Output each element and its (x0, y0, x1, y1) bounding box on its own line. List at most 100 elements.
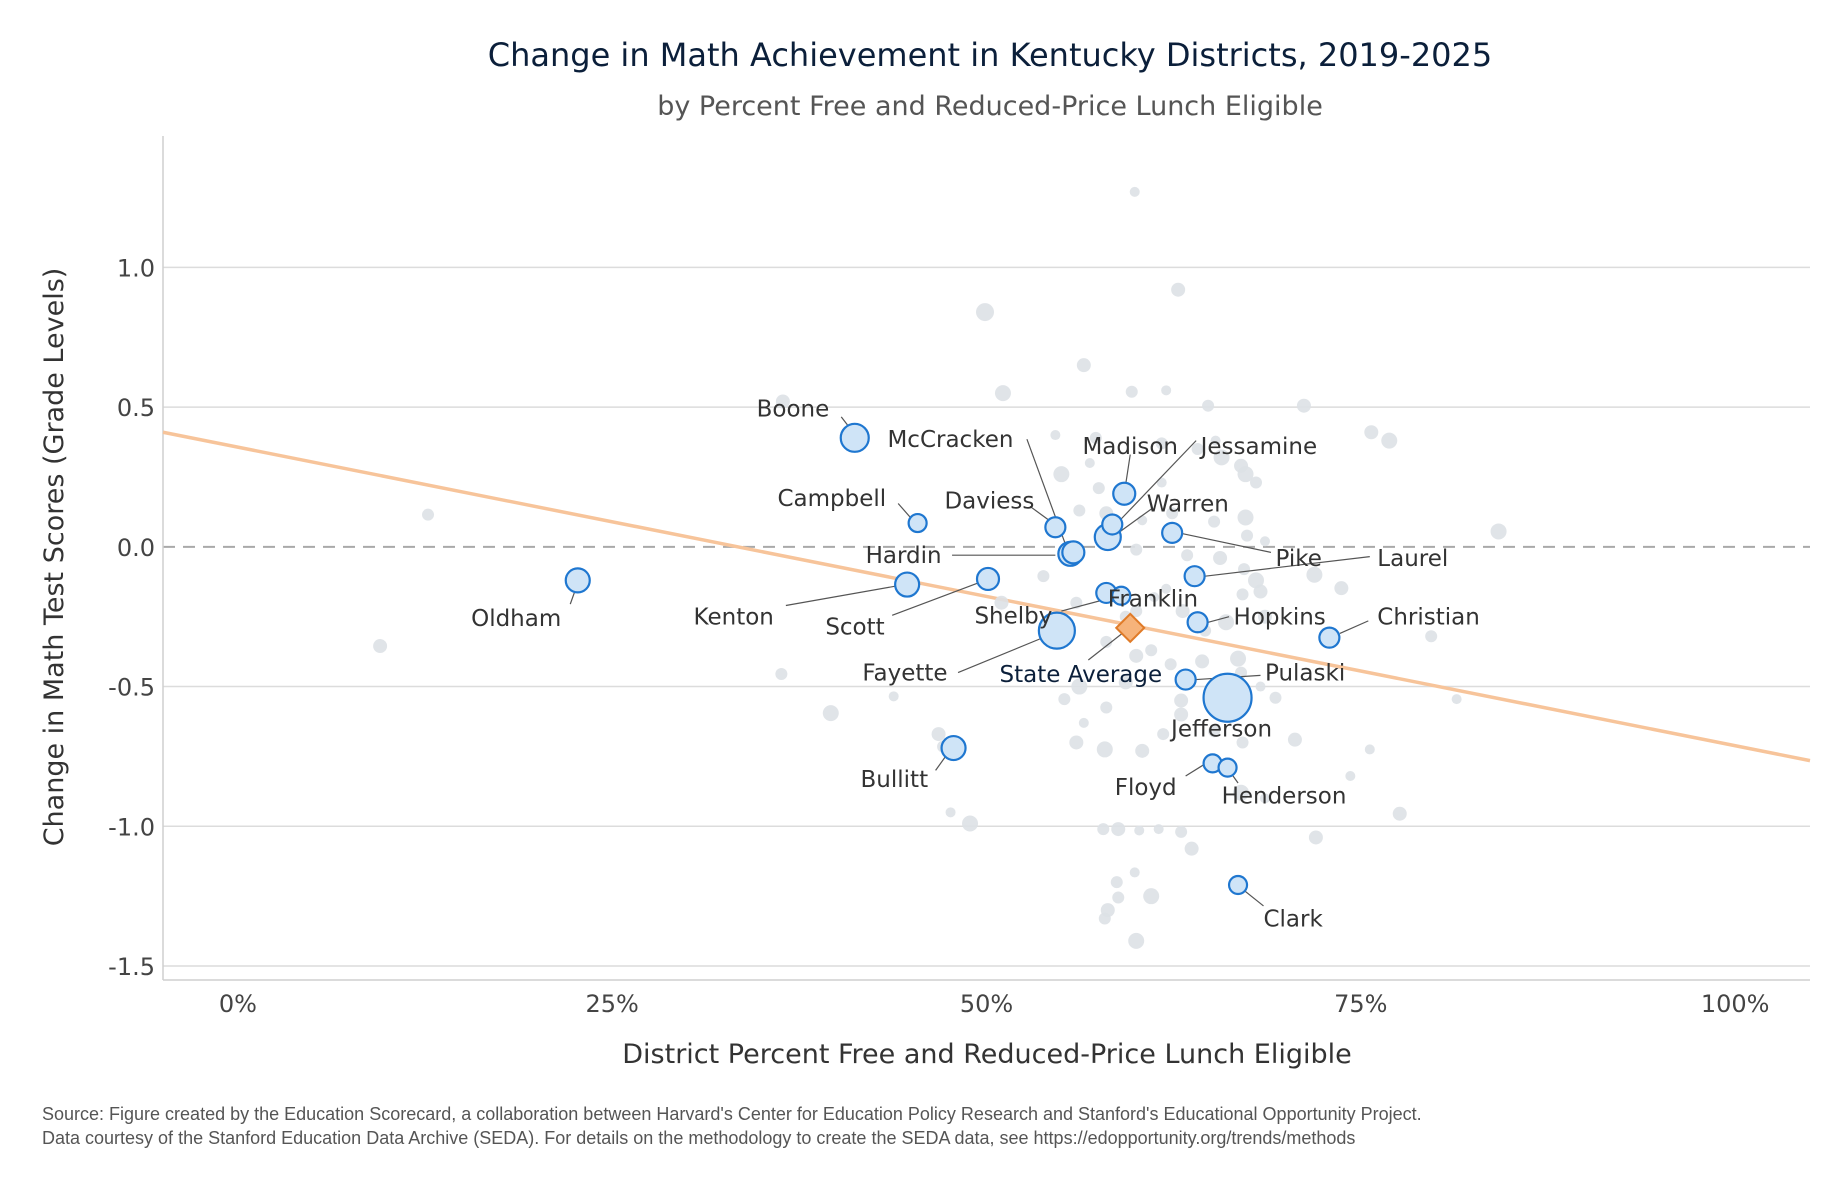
leader-line (1117, 508, 1152, 534)
y-axis-title: Change in Math Test Scores (Grade Levels… (39, 268, 70, 847)
leader-line (1125, 454, 1131, 485)
chart-title: Change in Math Achievement in Kentucky D… (488, 36, 1493, 74)
district-label: Christian (1377, 605, 1480, 631)
highlighted-district-point (940, 734, 967, 762)
district-point (1208, 725, 1221, 738)
district-point (1213, 551, 1228, 565)
x-tick-label: 25% (586, 990, 639, 1018)
district-point (1164, 658, 1177, 671)
y-tick-label: -0.5 (108, 674, 155, 702)
y-tick-label: 0.5 (117, 394, 155, 422)
district-point (1096, 741, 1113, 758)
highlighted-district-point (1044, 516, 1067, 539)
district-point (1175, 604, 1190, 619)
district-point (1364, 744, 1375, 755)
district-point (1073, 504, 1086, 517)
district-point (1241, 529, 1254, 542)
district-point (962, 815, 979, 832)
district-point (1130, 605, 1143, 618)
district-point (822, 705, 839, 722)
district-point (1084, 457, 1095, 468)
highlighted-district-point (1174, 668, 1197, 691)
district-label: Pike (1275, 546, 1321, 572)
district-label: Laurel (1377, 546, 1448, 572)
district-point (1237, 466, 1254, 483)
district-point (1236, 588, 1249, 601)
district-point (1153, 824, 1164, 835)
district-point (1125, 385, 1138, 398)
district-point (1134, 825, 1145, 836)
district-point (1098, 912, 1111, 925)
district-point (1174, 707, 1189, 722)
leader-line (1185, 764, 1204, 777)
district-point (888, 691, 899, 702)
x-tick-label: 75% (1334, 990, 1387, 1018)
district-point (1118, 675, 1133, 690)
y-tick-label: 0.0 (117, 534, 155, 562)
district-point (1155, 437, 1168, 450)
district-point (1161, 583, 1172, 594)
district-point (775, 394, 790, 409)
district-label: Scott (825, 614, 884, 640)
highlighted-district-point (1227, 874, 1249, 896)
district-point (1100, 635, 1113, 648)
leader-line (1029, 505, 1052, 523)
district-point (1208, 515, 1221, 528)
district-point (1191, 443, 1204, 456)
district-point (994, 385, 1011, 402)
district-label: Kenton (694, 605, 774, 631)
district-point (1381, 432, 1398, 449)
district-point (1334, 581, 1349, 596)
district-point (1296, 398, 1311, 413)
district-point (1078, 717, 1089, 728)
district-label: Bullitt (861, 767, 929, 793)
district-label: Fayette (862, 661, 947, 687)
district-label: Hardin (866, 543, 942, 569)
district-label: Jefferson (1169, 716, 1272, 742)
district-point (1137, 515, 1148, 526)
y-tick-labels: 1.0 0.5 0.0 -0.5 -1.0 -1.5 (108, 254, 155, 981)
district-point (1451, 694, 1462, 705)
district-label: Henderson (1222, 784, 1347, 810)
district-point (1257, 609, 1272, 624)
district-point (1230, 650, 1247, 667)
district-point (1097, 823, 1110, 836)
district-point (1175, 825, 1188, 838)
district-label: Daviess (944, 489, 1034, 515)
district-point (1161, 385, 1172, 396)
district-point (1259, 793, 1270, 804)
district-point (1195, 654, 1210, 669)
district-point (1069, 735, 1084, 750)
district-point (1237, 509, 1254, 526)
district-label: Franklin (1108, 587, 1198, 613)
chart-subtitle: by Percent Free and Reduced-Price Lunch … (657, 91, 1323, 122)
district-point (1076, 358, 1091, 373)
x-tick-label: 100% (1701, 990, 1770, 1018)
highlighted-district-point (894, 571, 921, 598)
district-point (1364, 425, 1379, 440)
state-average-label: State Average (1000, 662, 1163, 688)
highlighted-district-point (1037, 611, 1076, 650)
district-label: Hopkins (1234, 605, 1326, 631)
district-point (1156, 477, 1167, 488)
highlighted-district-point (1161, 521, 1184, 544)
district-point (1218, 614, 1235, 631)
highlighted-district-point (1101, 513, 1124, 536)
leader-line (1242, 888, 1264, 907)
state-average-group (1114, 612, 1146, 644)
district-label: Floyd (1115, 775, 1177, 801)
district-point (1174, 693, 1189, 708)
district-point (373, 639, 388, 654)
leader-lines (569, 416, 1370, 907)
district-point (1269, 691, 1282, 704)
leader-line (1087, 630, 1127, 661)
district-label: Oldham (471, 606, 561, 632)
highlighted-district-point (1111, 585, 1132, 606)
district-point (1308, 830, 1323, 845)
leader-line (1207, 616, 1230, 623)
district-point (1111, 822, 1126, 837)
district-label: Shelby (974, 603, 1052, 629)
district-point (1037, 570, 1050, 583)
highlighted-district-point (1183, 565, 1206, 588)
